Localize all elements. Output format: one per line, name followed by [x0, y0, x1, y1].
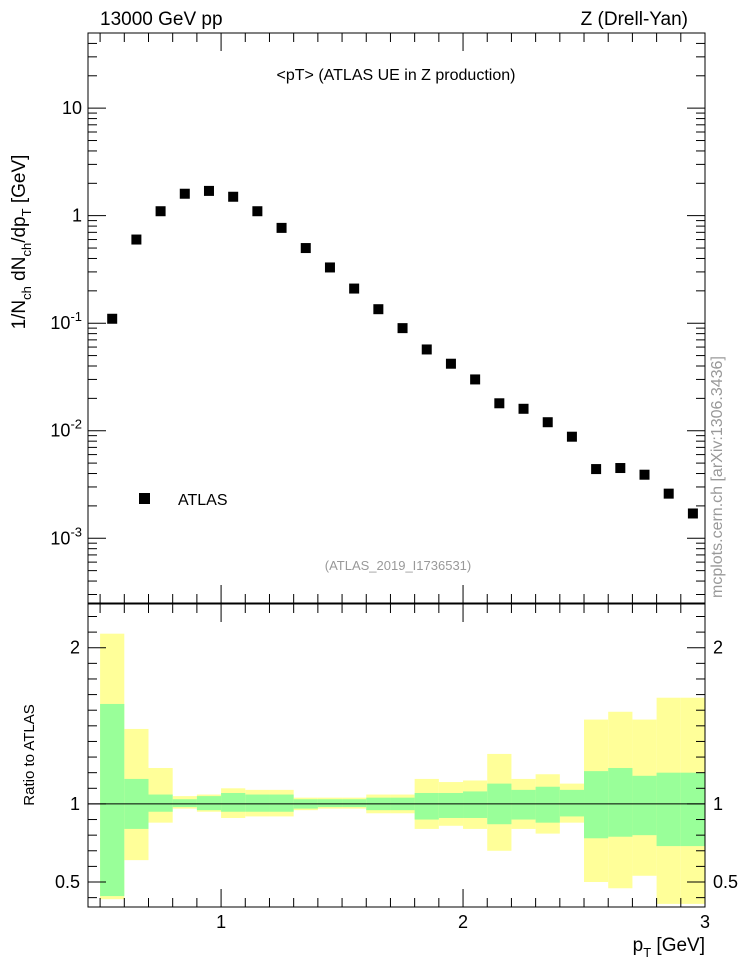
data-point-atlas — [373, 304, 384, 315]
plot-title: <pT> (ATLAS UE in Z production) — [277, 67, 516, 84]
band-stat-uncertainty — [656, 772, 681, 847]
data-point-atlas — [179, 188, 190, 199]
data-point-atlas — [324, 262, 335, 273]
data-point-atlas — [155, 206, 166, 217]
ratio-y-tick-label-right: 0.5 — [713, 872, 738, 892]
band-stat-uncertainty — [438, 792, 464, 818]
data-point-atlas — [300, 243, 311, 254]
y-tick-label: 10-2 — [50, 417, 82, 441]
data-point-atlas — [421, 344, 432, 355]
band-stat-uncertainty — [414, 792, 439, 820]
ratio-plot-frame — [87, 603, 706, 908]
ratio-plot-panel: 0.5 0.5 1 1 2 2 1 2 3 — [55, 603, 738, 932]
band-stat-uncertainty — [269, 794, 294, 812]
side-source-label: mcplots.cern.ch [arXiv:1306.3436] — [709, 356, 726, 598]
band-stat-uncertainty — [317, 799, 343, 808]
y-tick-label: 10 — [62, 98, 82, 118]
band-stat-uncertainty — [463, 791, 488, 818]
data-point-atlas — [591, 464, 602, 475]
band-stat-uncertainty — [535, 786, 560, 823]
data-point-atlas — [203, 185, 214, 196]
x-tick-label: 2 — [458, 912, 468, 932]
data-point-atlas — [228, 191, 239, 202]
band-stat-uncertainty — [608, 767, 633, 837]
data-point-atlas — [494, 398, 505, 409]
ratio-y-tick-label-right: 2 — [713, 638, 723, 658]
main-y-axis-label: 1/Nch dNch/dpT [GeV] — [9, 155, 34, 330]
band-stat-uncertainty — [511, 789, 536, 820]
band-stat-uncertainty — [342, 799, 367, 808]
data-point-atlas — [397, 323, 408, 334]
y-tick-label: 1 — [72, 206, 82, 226]
band-stat-uncertainty — [221, 792, 246, 812]
x-axis-label: pT [GeV] — [633, 935, 705, 960]
data-point-atlas — [276, 222, 287, 233]
data-point-atlas — [518, 403, 529, 414]
main-plot-frame — [87, 32, 706, 604]
band-stat-uncertainty — [148, 794, 173, 812]
legend-label-atlas: ATLAS — [178, 492, 228, 509]
band-stat-uncertainty — [559, 789, 585, 817]
data-point-atlas — [107, 313, 118, 324]
band-stat-uncertainty — [632, 775, 657, 836]
data-point-atlas — [445, 358, 456, 369]
band-stat-uncertainty — [172, 799, 197, 808]
ratio-y-tick-label: 2 — [70, 638, 80, 658]
legend-marker-atlas — [139, 493, 150, 504]
data-point-atlas — [566, 431, 577, 442]
data-point-atlas — [639, 469, 650, 480]
x-tick-label: 1 — [216, 912, 226, 932]
ratio-y-axis-label: Ratio to ATLAS — [21, 704, 38, 805]
analysis-tag: (ATLAS_2019_I1736531) — [325, 558, 471, 573]
x-tick-label: 3 — [700, 912, 710, 932]
band-stat-uncertainty — [196, 796, 222, 811]
ratio-y-tick-label-right: 1 — [713, 794, 723, 814]
y-tick-label: 10-1 — [50, 309, 82, 333]
data-point-atlas — [131, 234, 142, 245]
band-stat-uncertainty — [100, 703, 125, 897]
main-plot-panel: <pT> (ATLAS UE in Z production) (ATLAS_2… — [50, 32, 706, 604]
data-point-atlas — [252, 206, 263, 217]
band-stat-uncertainty — [680, 772, 705, 847]
data-point-atlas — [470, 374, 481, 385]
header-right: Z (Drell-Yan) — [581, 9, 688, 30]
data-point-atlas — [542, 417, 553, 428]
ratio-y-tick-label: 0.5 — [55, 872, 80, 892]
header-left: 13000 GeV pp — [100, 9, 223, 30]
ratio-y-tick-label: 1 — [70, 794, 80, 814]
data-point-atlas — [687, 508, 698, 519]
data-point-atlas — [349, 283, 360, 294]
band-stat-uncertainty — [245, 794, 270, 812]
band-stat-uncertainty — [584, 771, 609, 839]
data-point-atlas — [615, 463, 626, 474]
y-tick-label: 10-3 — [50, 524, 82, 548]
data-point-atlas — [663, 488, 674, 499]
